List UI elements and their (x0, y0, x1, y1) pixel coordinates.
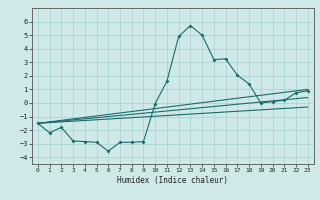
X-axis label: Humidex (Indice chaleur): Humidex (Indice chaleur) (117, 176, 228, 185)
